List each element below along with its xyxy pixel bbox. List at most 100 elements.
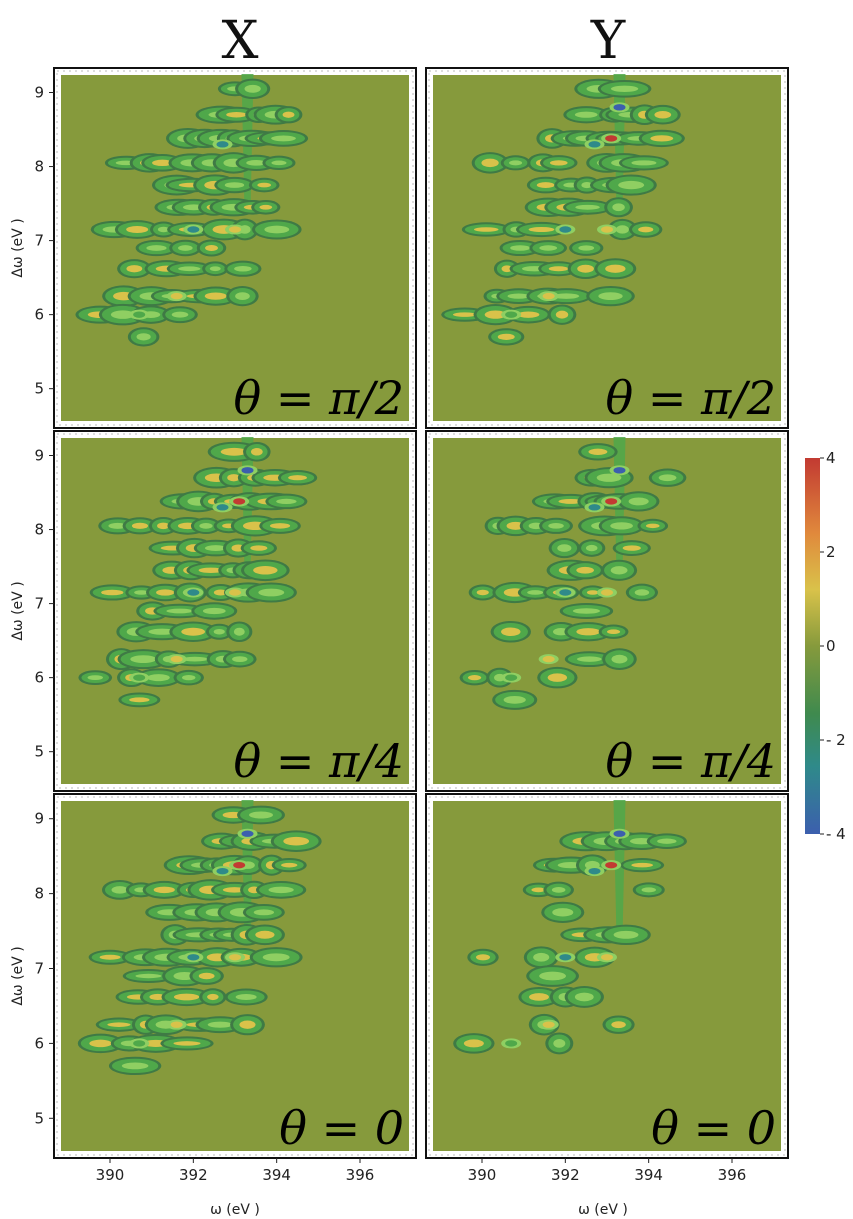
panel-r1-c1-blob-core xyxy=(622,545,641,551)
panel-r2-c0-blob-core xyxy=(262,953,290,962)
panel-r1-c1-blob-core xyxy=(658,474,677,482)
panel-r0-c1-blob-core xyxy=(539,245,558,251)
panel-r1-c0-blob-core xyxy=(227,474,241,482)
panel-r2-c0-blob-core xyxy=(149,993,166,1001)
panel-r1-c1-blob-core xyxy=(585,544,598,552)
panel-r1-c1-feature-point xyxy=(601,589,613,596)
column-title-y: Y xyxy=(590,11,626,71)
y-tick-label: 7 xyxy=(34,595,44,613)
panel-r0-c1-blob-core xyxy=(555,310,569,319)
panel-r1-c1-blob-core xyxy=(611,654,628,664)
panel-r1-c0-blob-core xyxy=(157,522,170,530)
panel-r0-c1-blob-core xyxy=(549,160,568,166)
panel-r0-c1-blob-core xyxy=(510,245,531,251)
panel-r0-c0-blob-core xyxy=(178,245,193,251)
panel-r0-c0-blob-core xyxy=(157,226,170,233)
colorbar-gradient xyxy=(805,458,820,834)
panel-r1-c0-blob-core xyxy=(220,447,248,456)
panel-r2-c1-feature-point xyxy=(559,954,572,961)
panel-r1-c1-blob-core xyxy=(572,608,601,614)
panel-r0-c1-plot-bg xyxy=(433,75,781,421)
panel-r1-c1-blob-core xyxy=(610,522,633,530)
x-tick-label: 394 xyxy=(634,1166,663,1184)
panel-r0-c1-blob-core xyxy=(553,293,580,299)
panel-r0-c0-blob-core xyxy=(271,135,296,142)
x-axis-label-right: ω (eV ) xyxy=(578,1202,628,1218)
panel-r2-c1-feature-point xyxy=(505,1040,518,1047)
panel-r0-c1-blob-core xyxy=(578,245,595,251)
panel-r2-c0-blob-core xyxy=(198,972,215,980)
panel-r2-c1-dash xyxy=(428,796,786,1156)
panel-r0-c1-blob-core xyxy=(612,203,625,212)
panel-r1-c0-blob-core xyxy=(134,590,149,595)
panel-r2-c0: θ = 0 xyxy=(53,793,417,1159)
panel-r1-c1-blob-core xyxy=(610,566,628,575)
panel-r2-c1-blob-core xyxy=(475,954,491,961)
panel-r1-c1-feature-point xyxy=(542,655,555,663)
panel-r2-c0-blob-core xyxy=(207,1021,233,1028)
panel-r0-c1-blob-core xyxy=(474,227,499,232)
panel-r1-c1-feature-point xyxy=(605,498,618,505)
panel-r0-c1-blob-core xyxy=(497,333,515,340)
panel-r0-c1-blob-core xyxy=(581,182,593,189)
panel-r1-c0-blob-core xyxy=(148,628,176,635)
y-tick-label: 5 xyxy=(34,1109,44,1127)
y-tick-label: 5 xyxy=(34,743,44,761)
panel-r0-c1-blob-core xyxy=(610,85,639,93)
panel-r2-c1-feature-point xyxy=(605,861,618,869)
colorbar-tick-label: 2 xyxy=(826,543,836,561)
panel-r1-c1-blob-core xyxy=(527,590,544,595)
panel-r2-c1-feature-point xyxy=(601,954,613,961)
panel-r0-c1-blob-core xyxy=(618,180,645,190)
panel-r1-c0-blob-core xyxy=(87,675,103,681)
panel-r2-c0-feature-point xyxy=(187,954,200,961)
panel-r0-c1-blob-core xyxy=(536,182,555,189)
panel-r2-c1-blob-core xyxy=(531,887,546,893)
panel-r1-c0-blob-core xyxy=(232,656,248,663)
panel-r1-c0-feature-point xyxy=(133,674,146,681)
y-tick-label: 8 xyxy=(34,885,44,903)
panel-r1-c0-blob-core xyxy=(166,608,194,614)
x-tick-label: 396 xyxy=(346,1166,375,1184)
panel-r0-c0-feature-point xyxy=(229,226,241,233)
panel-r0-c0-blob-core xyxy=(282,111,295,118)
panel-r1-c1-theta-label: θ = π/4 xyxy=(606,734,776,788)
panel-r2-c0-blob-core xyxy=(239,1020,256,1029)
panel-r1-c1-blob-core xyxy=(557,544,572,552)
panel-r0-c0-blob-core xyxy=(171,311,189,318)
panels-group: θ = π/2 θ = π/2 θ = π/4 θ = π/4 θ = 0 θ = 0 xyxy=(53,67,789,1159)
panel-r1-c0-blob-core xyxy=(213,628,225,635)
panel-r1-c1-blob-core xyxy=(501,627,521,637)
panel-r2-c0-dash xyxy=(56,796,414,1156)
y-tick-label: 9 xyxy=(34,84,44,102)
panel-r0-c0-blob-core xyxy=(246,160,267,166)
panel-r0-c0-feature-point xyxy=(216,141,229,148)
panel-r0-c0-feature-point xyxy=(170,292,183,300)
panel-r0-c0-blob-core xyxy=(152,159,173,167)
panel-r1-c0-feature-point xyxy=(241,467,254,474)
panel-r0-c1-blob-core xyxy=(507,293,530,299)
panel-r2-c1-blob-core xyxy=(552,908,574,917)
panel-r1-c0-blob-core xyxy=(198,567,224,573)
panel-r0-c0-blob-core xyxy=(226,111,247,118)
panel-r2-c0-blob-core xyxy=(111,886,129,894)
panel-r1-c0-dash xyxy=(56,433,414,789)
panel-r2-c0-feature-point xyxy=(229,954,241,961)
panel-r2-c0-blob-core xyxy=(207,993,219,1001)
panel-r0-c0-blob-core xyxy=(271,160,287,166)
panel-r2-c1-blob-core xyxy=(529,993,549,1001)
panel-r0-c0-blob-core xyxy=(259,204,273,210)
panel-r0-c0-blob-core xyxy=(136,333,151,341)
panel-r2-c1-blob-core xyxy=(574,992,594,1002)
panel-r2-c1-feature-point xyxy=(542,1021,555,1028)
panel-r1-c0-blob-core xyxy=(182,675,196,681)
panel-r1-c0-blob-core xyxy=(202,607,226,615)
panel-r1-c0-blob-core xyxy=(276,498,297,505)
panel-r0-c0-plot-bg xyxy=(61,75,409,421)
panel-r2-c0-blob-core xyxy=(99,954,121,960)
panel-r2-c1: θ = 0 xyxy=(425,793,789,1159)
panel-r2-c0-blob-core xyxy=(235,993,257,1000)
panel-r0-c1-blob-core xyxy=(517,311,540,318)
panel-r0-c1-feature-point xyxy=(601,226,613,233)
panel-r2-c0-blob-core xyxy=(173,1041,201,1046)
